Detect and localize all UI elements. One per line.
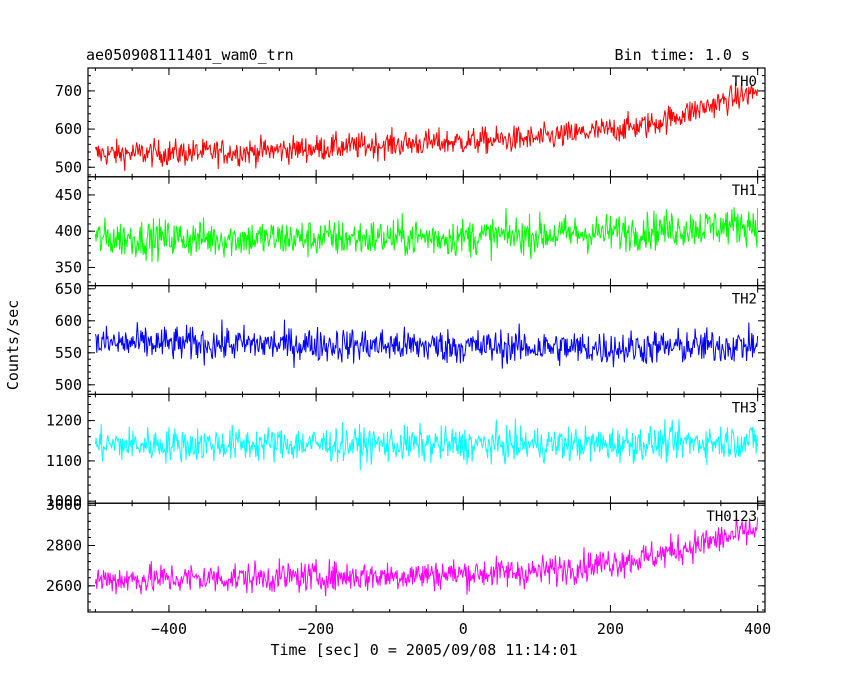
bin-time-title: Bin time: 1.0 s (615, 46, 750, 64)
x-tick-label: −400 (151, 620, 187, 638)
y-tick-label: 550 (55, 344, 82, 362)
series-th0-line (94, 82, 759, 172)
x-tick-label: −200 (298, 620, 334, 638)
y-tick-label: 500 (55, 376, 82, 394)
y-tick-label: 1000 (46, 492, 82, 510)
y-tick-label: 600 (55, 312, 82, 330)
y-tick-label: 2800 (46, 537, 82, 555)
series-th2-line (94, 319, 759, 369)
series-th3-line (94, 418, 759, 471)
x-axis: −400 −200 0 200 400 (151, 620, 771, 638)
y-tick-label: 700 (55, 82, 82, 100)
panel-frame-th0123 (87, 502, 766, 613)
x-tick-label: 200 (597, 620, 624, 638)
panel-label-th1: TH1 (732, 183, 757, 199)
y-tick-label: 400 (55, 222, 82, 240)
panels-group: 500 600 700 TH0 350 400 450 TH1 500 550 600 650 TH2 1… (46, 67, 766, 613)
x-axis-label: Time [sec] 0 = 2005/09/08 11:14:01 (270, 641, 577, 659)
y-tick-label: 600 (55, 120, 82, 138)
y-tick-label: 2600 (46, 577, 82, 595)
x-tick-label: 400 (744, 620, 771, 638)
panel-label-th0: TH0 (732, 74, 757, 90)
y-tick-label: 450 (55, 186, 82, 204)
y-tick-label: 1100 (46, 452, 82, 470)
y-tick-label: 350 (55, 258, 82, 276)
y-tick-label: 650 (55, 280, 82, 298)
x-tick-label: 0 (459, 620, 468, 638)
y-tick-label: 3000 (46, 496, 82, 514)
y-tick-label: 500 (55, 158, 82, 176)
panel-label-th2: TH2 (732, 292, 757, 308)
panel-label-th0123: TH0123 (706, 509, 757, 525)
y-axis-label: Counts/sec (4, 300, 22, 390)
observation-id-title: ae050908111401_wam0_trn (86, 46, 294, 64)
series-th1-line (94, 207, 759, 263)
series-th0123-line (94, 514, 759, 597)
y-tick-label: 1200 (46, 412, 82, 430)
panel-label-th3: TH3 (732, 400, 757, 416)
